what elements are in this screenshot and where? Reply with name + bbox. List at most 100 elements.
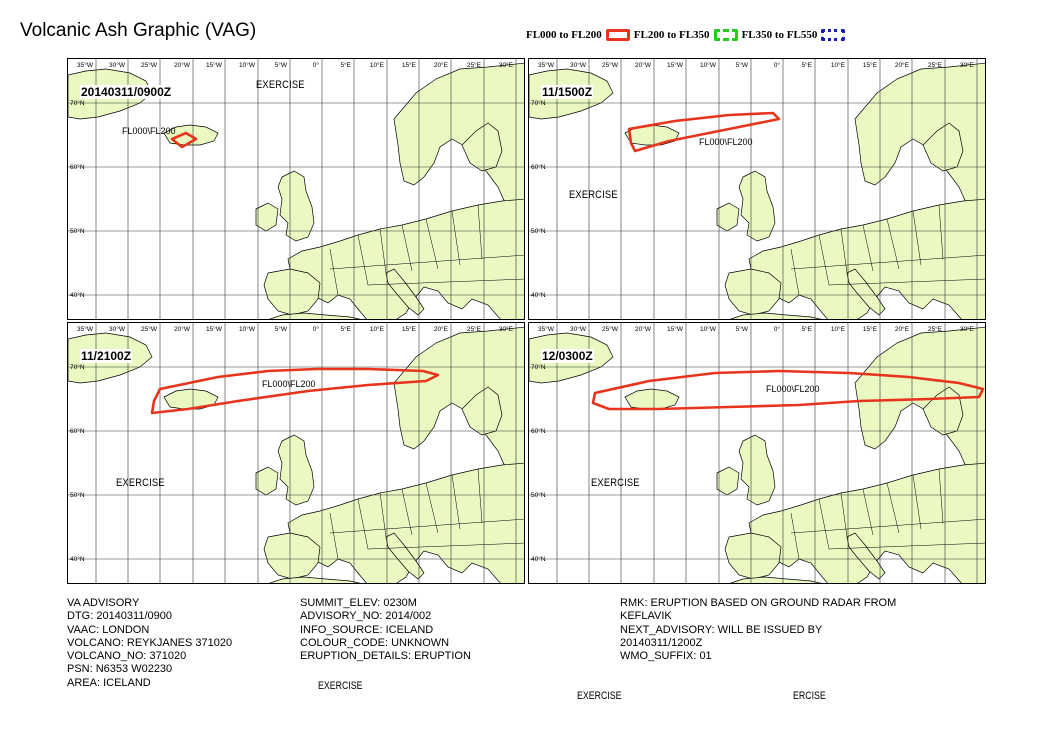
lon-tick-label: 5°W — [275, 61, 288, 69]
land-ireland — [716, 466, 740, 496]
lon-tick-label: 25°E — [928, 325, 943, 333]
lon-tick-label: 0° — [313, 325, 320, 333]
map-panel-2: 35°W 30°W 25°W 20°W 15°W 10°W 5°W 0° 5°E 10°E 15°E… — [528, 58, 986, 320]
border-line — [329, 248, 339, 296]
lon-tick-label: 10°W — [239, 325, 256, 333]
lon-tick-label: 20°E — [895, 325, 910, 333]
land-finland — [922, 122, 964, 172]
border-line — [790, 248, 800, 296]
border-line — [425, 218, 439, 270]
advisory-line: VA ADVISORY — [67, 597, 140, 609]
landmasses — [68, 62, 524, 319]
exercise-watermark: EXERCISE — [591, 477, 640, 489]
country-borders — [790, 204, 985, 296]
advisory-line: DTG: 20140311/0900 — [67, 610, 172, 623]
border-line — [790, 518, 985, 534]
lon-tick-label: 30°E — [499, 61, 514, 69]
land-great-britain — [738, 170, 776, 242]
land-scandinavia — [393, 62, 524, 210]
lat-tick-label: 50°N — [70, 227, 85, 235]
legend-label-fl200-fl350: FL200 to FL350 — [633, 29, 710, 41]
lat-tick-label: 40°N — [70, 291, 85, 299]
country-borders — [329, 468, 524, 560]
lat-tick-label: 50°N — [531, 227, 546, 235]
border-line — [938, 468, 944, 524]
exercise-watermark: ERCISE — [793, 690, 826, 702]
land-africa — [729, 576, 822, 583]
panel-time: 20140311/0900Z — [80, 85, 173, 99]
lat-tick-label: 60°N — [70, 427, 85, 435]
lon-tick-label: 30°W — [109, 325, 126, 333]
lon-tick-label: 25°W — [602, 61, 619, 69]
advisory-line: NEXT_ADVISORY: WILL BE ISSUED BY — [620, 623, 823, 636]
border-line — [840, 492, 848, 538]
lat-tick-label: 70°N — [70, 99, 85, 107]
graticule — [529, 59, 985, 319]
border-line — [828, 278, 985, 286]
border-line — [329, 518, 524, 534]
lon-tick-label: 30°W — [109, 61, 126, 69]
land-iceland — [624, 388, 680, 410]
ash-level-label: FL000\FL200 — [122, 126, 176, 136]
lon-tick-label: 15°E — [863, 61, 878, 69]
land-iberia — [724, 532, 782, 580]
advisory-line: KEFLAVIK — [620, 610, 672, 623]
legend-swatch-green — [713, 29, 738, 41]
lon-tick-label: 35°W — [538, 61, 555, 69]
lon-tick-label: 10°E — [831, 61, 846, 69]
land-africa — [729, 312, 822, 319]
ash-cloud-polygon — [627, 111, 781, 153]
border-line — [379, 228, 387, 274]
border-line — [329, 254, 524, 270]
land-ireland — [716, 202, 740, 232]
map-panel-1: 35°W 30°W 25°W 20°W 15°W 10°W 5°W 0° 5°E 10°E 15°E… — [67, 58, 525, 320]
country-borders — [329, 204, 524, 296]
lon-tick-label: 10°W — [700, 325, 717, 333]
lon-tick-label: 25°E — [467, 325, 482, 333]
lat-tick-label: 40°N — [70, 555, 85, 563]
border-line — [840, 228, 848, 274]
land-great-britain — [277, 170, 315, 242]
border-line — [379, 492, 387, 538]
land-iberia — [263, 268, 321, 316]
map-canvas: 35°W 30°W 25°W 20°W 15°W 10°W 5°W 0° 5°E 10°E 15°E… — [68, 323, 524, 583]
lon-tick-label: 0° — [774, 61, 781, 69]
border-line — [477, 468, 483, 524]
lon-tick-label: 20°E — [434, 61, 449, 69]
border-line — [912, 474, 922, 530]
exercise-watermark: EXERCISE — [577, 690, 622, 702]
lat-tick-label: 40°N — [531, 555, 546, 563]
land-italy — [385, 268, 425, 316]
page-title: Volcanic Ash Graphic (VAG) — [20, 20, 257, 41]
exercise-watermark: EXERCISE — [116, 477, 165, 489]
border-line — [357, 234, 369, 286]
lon-tick-label: 25°E — [928, 61, 943, 69]
land-italy — [846, 268, 886, 316]
advisory-column-2: SUMMIT_ELEV: 0230M ADVISORY_NO: 2014/002… — [300, 597, 471, 663]
lon-tick-label: 25°E — [467, 61, 482, 69]
map-canvas: 35°W 30°W 25°W 20°W 15°W 10°W 5°W 0° 5°E 10°E 15°E… — [529, 323, 985, 583]
advisory-line: RMK: ERUPTION BASED ON GROUND RADAR FROM — [620, 597, 897, 609]
border-line — [367, 278, 524, 286]
map-canvas: 35°W 30°W 25°W 20°W 15°W 10°W 5°W 0° 5°E 10°E 15°E… — [68, 59, 524, 319]
lat-tick-label: 70°N — [531, 99, 546, 107]
border-line — [886, 482, 900, 534]
lon-tick-label: 0° — [313, 61, 320, 69]
lon-tick-label: 35°W — [77, 325, 94, 333]
lon-tick-label: 30°E — [960, 61, 975, 69]
lon-tick-label: 15°E — [863, 325, 878, 333]
lon-tick-label: 10°E — [370, 325, 385, 333]
land-europe — [287, 198, 524, 319]
advisory-line: VAAC: LONDON — [67, 623, 150, 636]
panel-time: 11/1500Z — [541, 85, 594, 99]
lat-tick-label: 60°N — [531, 163, 546, 171]
lon-tick-label: 15°E — [402, 61, 417, 69]
lat-tick-label: 60°N — [70, 163, 85, 171]
advisory-line: PSN: N6353 W02230 — [67, 663, 173, 676]
graticule — [529, 323, 985, 583]
border-line — [425, 482, 439, 534]
lon-tick-label: 25°W — [602, 325, 619, 333]
land-italy — [385, 532, 425, 580]
border-line — [790, 254, 985, 270]
ash-cloud-polygon — [170, 131, 198, 149]
